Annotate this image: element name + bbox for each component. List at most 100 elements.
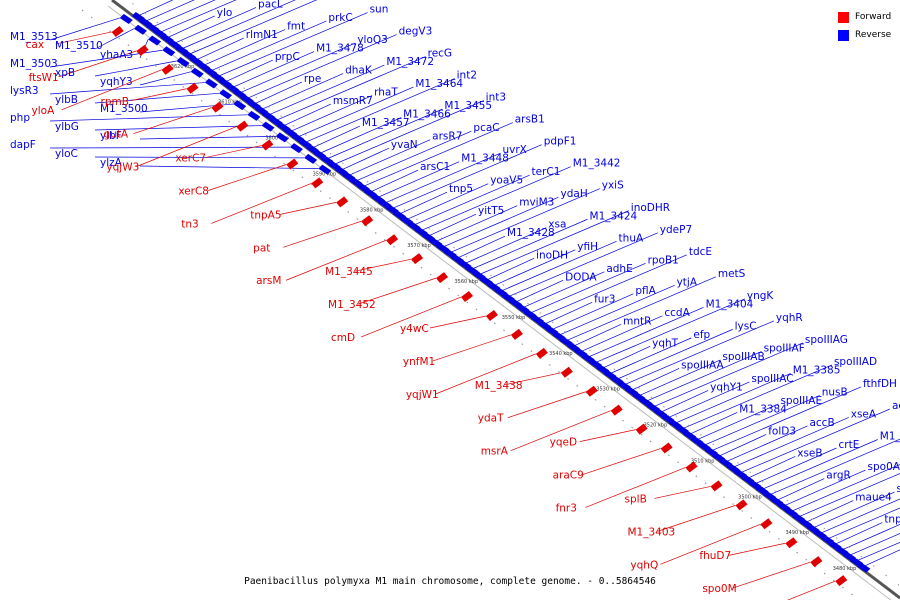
reverse-leader-line — [478, 210, 629, 276]
tick-label: 3590 kbp — [313, 171, 337, 177]
tick-label: 3550 kbp — [502, 315, 526, 321]
forward-feature — [111, 25, 124, 37]
reverse-gene-label: ytjA — [677, 276, 698, 288]
reverse-leader-line — [710, 386, 862, 452]
forward-feature — [261, 139, 274, 151]
reverse-leader-line — [319, 117, 402, 154]
reverse-leader-line — [253, 81, 302, 105]
reverse-leader-line — [580, 315, 663, 353]
forward-feature — [660, 442, 673, 454]
forward-gene-label: msrA — [481, 446, 509, 458]
reverse-leader-line — [609, 337, 692, 375]
reverse-leader-line — [522, 271, 605, 309]
forward-feature — [535, 347, 548, 359]
reverse-feature — [247, 110, 261, 121]
forward-leader-line — [205, 145, 262, 158]
forward-leader-line — [58, 50, 137, 78]
reverse-leader-line — [413, 174, 530, 226]
reverse-gene-label: crtE — [839, 439, 860, 451]
reverse-leader-line — [362, 122, 513, 187]
reverse-gene-label: accB — [809, 417, 834, 429]
reverse-leader-line — [139, 165, 319, 170]
reverse-gene-label: yloC — [55, 148, 78, 160]
reverse-leader-line — [819, 498, 900, 534]
reverse-leader-line — [638, 359, 721, 397]
forward-leader-line — [136, 126, 237, 167]
reverse-leader-line — [94, 156, 305, 159]
reverse-gene-label: M1_3457 — [362, 117, 410, 129]
reverse-gene-label: thuA — [619, 232, 644, 244]
forward-swatch — [838, 11, 849, 23]
reverse-gene-label: spoIIIAF — [764, 342, 805, 354]
reverse-leader-line — [761, 439, 878, 490]
forward-feature — [211, 101, 224, 113]
forward-feature — [785, 537, 798, 549]
reverse-leader-line — [660, 390, 709, 413]
reverse-leader-line — [471, 218, 588, 270]
forward-leader-line — [585, 467, 686, 508]
forward-feature — [436, 272, 449, 284]
reverse-gene-label: adhE — [606, 263, 632, 275]
reverse-gene-label: recG — [428, 48, 452, 60]
forward-gene-label: xerC7 — [175, 153, 206, 165]
forward-gene-label: yqeD — [550, 437, 577, 449]
reverse-gene-label: rhaT — [374, 87, 398, 99]
forward-leader-line — [510, 410, 611, 451]
reverse-leader-line — [195, 37, 244, 61]
reverse-leader-line — [246, 34, 397, 99]
forward-leader-line — [283, 220, 362, 248]
reverse-leader-line — [834, 522, 883, 545]
reverse-feature — [219, 89, 233, 100]
reverse-gene-label: yfiH — [577, 241, 598, 253]
reverse-leader-line — [94, 92, 220, 104]
reverse-gene-label: spoIVB — [897, 483, 900, 495]
reverse-gene-label: argR — [826, 470, 851, 482]
tick-label: 3540 kbp — [549, 351, 573, 357]
legend-reverse: Reverse — [838, 26, 891, 44]
reverse-gene-label: M1_3500 — [100, 103, 148, 115]
tick-label: 3490 kbp — [785, 530, 809, 536]
reverse-gene-label: terC1 — [531, 166, 560, 178]
reverse-leader-line — [427, 213, 477, 237]
reverse-gene-label: ccdA — [664, 307, 690, 319]
tick-label: 3580 kbp — [360, 207, 384, 213]
forward-feature — [610, 404, 623, 416]
reverse-leader-line — [848, 533, 900, 556]
reverse-leader-line — [398, 191, 448, 215]
reverse-gene-label: prpC — [275, 51, 300, 63]
forward-leader-line — [211, 183, 312, 224]
reverse-leader-line — [144, 0, 195, 22]
forward-leader-line — [507, 391, 586, 419]
reverse-leader-line — [805, 500, 854, 523]
reverse-gene-label: pacL — [258, 0, 283, 10]
reverse-leader-line — [747, 456, 796, 479]
forward-gene-label: yloA — [32, 105, 56, 117]
forward-gene-label: M1_3452 — [328, 299, 376, 311]
forward-leader-line — [357, 277, 437, 305]
legend-reverse-label: Reverse — [855, 30, 892, 40]
reverse-leader-line — [572, 324, 622, 347]
reverse-gene-label: ylo — [217, 7, 233, 19]
reverse-leader-line — [406, 183, 489, 221]
forward-feature — [460, 291, 473, 303]
reverse-gene-label: xpB — [55, 67, 75, 79]
forward-gene-label: splB — [625, 493, 647, 505]
reverse-gene-label: spo0A — [868, 461, 900, 473]
forward-gene-label: yqhQ — [630, 559, 658, 571]
tick-label: 3560 kbp — [454, 279, 478, 285]
reverse-gene-label: yvaN — [391, 139, 418, 151]
forward-gene-label: tnpA5 — [250, 209, 281, 221]
reverse-gene-label: accC — [892, 400, 900, 412]
reverse-gene-label: xseB — [797, 447, 822, 459]
reverse-feature — [857, 562, 871, 573]
reverse-leader-line — [173, 7, 257, 44]
reverse-gene-label: ydaH — [561, 188, 588, 200]
reverse-gene-label: lysR3 — [10, 85, 39, 97]
reverse-leader-line — [369, 169, 419, 193]
reverse-leader-line — [536, 254, 687, 320]
reverse-leader-line — [601, 346, 651, 369]
forward-feature — [411, 253, 424, 265]
forward-gene-label: arsM — [256, 275, 281, 287]
forward-gene-label: cax — [26, 39, 44, 51]
reverse-leader-line — [94, 60, 177, 77]
